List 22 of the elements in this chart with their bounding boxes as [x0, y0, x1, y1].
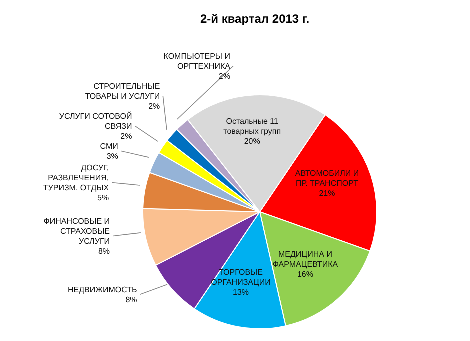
slice-label: НЕДВИЖИМОСТЬ [68, 286, 138, 295]
data-label: 21% [319, 189, 336, 198]
data-label: 8% [126, 296, 138, 305]
data-label: 5% [98, 194, 110, 203]
slice-label: СМИ [100, 142, 119, 152]
slice-label: СТРОИТЕЛЬНЫЕ ТОВАРЫ И УСЛУГИ [85, 82, 160, 102]
data-label: 2% [218, 72, 230, 82]
data-label: 13% [233, 288, 250, 297]
slice-label: ФИНАНСОВЫЕ И СТРАХОВЫЕ УСЛУГИ [44, 217, 110, 246]
data-label: 20% [244, 136, 260, 146]
data-label: 3% [106, 152, 118, 162]
data-label: 16% [297, 270, 314, 279]
slice-label: КОМПЬЮТЕРЫ И ОРГТЕХНИКА [164, 52, 232, 72]
slice-label: ДОСУГ, РАЗВЛЕЧЕНИЯ, ТУРИЗМ, ОТДЫХ [43, 164, 110, 193]
data-label: 8% [98, 247, 110, 256]
slice-label: АВТОМОБИЛИ И ПР. ТРАНСПОРТ [295, 169, 360, 188]
slice-label: Остальные 11 товарных групп [224, 116, 282, 136]
chart-title: 2-й квартал 2013 г. [199, 12, 311, 26]
data-label: 2% [120, 132, 132, 142]
slice-label: МЕДИЦИНА И ФАРМАЦЕВТИКА [272, 250, 339, 269]
data-label: 2% [148, 102, 160, 112]
slice-label: УСЛУГИ СОТОВОЙ СВЯЗИ [59, 111, 132, 132]
